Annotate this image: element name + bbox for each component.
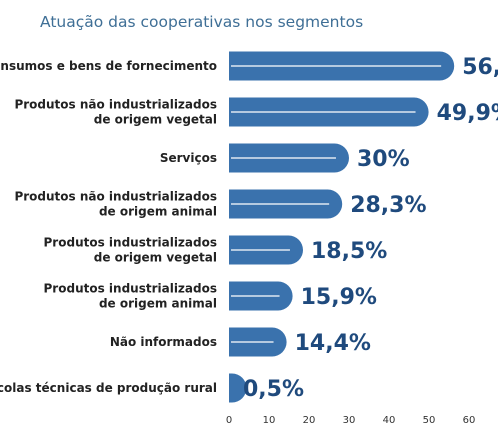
value-label: 14,4% — [295, 331, 371, 356]
value-label: 56,3% — [462, 55, 498, 80]
x-tick-label: 40 — [383, 415, 396, 426]
value-label: 18,5% — [311, 239, 387, 264]
category-label: Não informados — [110, 335, 217, 349]
category-label: Produtos industrializados — [44, 236, 217, 250]
category-label: de origem animal — [99, 205, 217, 219]
category-label: Escolas técnicas de produção rural — [0, 381, 217, 395]
category-label: de origem vegetal — [94, 251, 217, 265]
x-tick-label: 10 — [263, 415, 276, 426]
category-label: Produtos não industrializados — [14, 98, 217, 112]
bar — [229, 373, 247, 403]
category-label: Produtos não industrializados — [14, 190, 217, 204]
category-label: Produtos industrializados — [44, 282, 217, 296]
x-axis: 0 10 20 30 40 50 60 — [226, 415, 476, 426]
category-label: de origem vegetal — [94, 113, 217, 127]
category-label: Insumos e bens de fornecimento — [0, 59, 217, 73]
value-label: 49,9% — [437, 101, 498, 126]
category-label: Serviços — [160, 151, 217, 165]
value-label: 0,5% — [243, 377, 304, 402]
x-tick-label: 60 — [463, 415, 476, 426]
category-label: de origem animal — [99, 297, 217, 311]
value-label: 30% — [357, 147, 410, 172]
x-tick-label: 0 — [226, 415, 232, 426]
x-tick-label: 50 — [423, 415, 436, 426]
value-label: 15,9% — [301, 285, 377, 310]
chart-title: Atuação das cooperativas nos segmentos — [40, 13, 363, 31]
x-tick-label: 20 — [303, 415, 316, 426]
value-label: 28,3% — [350, 193, 426, 218]
x-tick-label: 30 — [343, 415, 356, 426]
bars-group: 56,3% Insumos e bens de fornecimento 49,9%… — [0, 51, 498, 403]
